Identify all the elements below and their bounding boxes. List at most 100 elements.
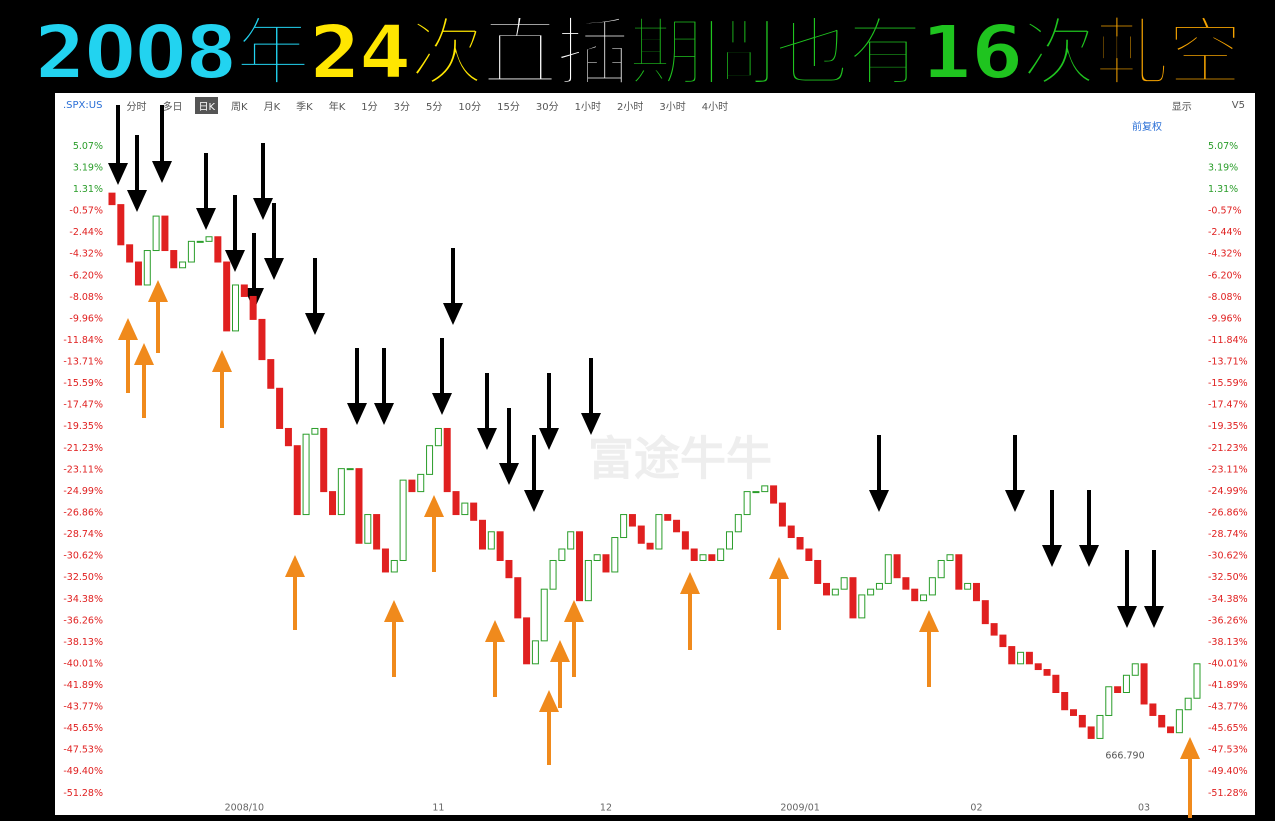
arrow-head	[680, 572, 700, 594]
candle	[1061, 692, 1069, 711]
y-tick-label: -24.99%	[63, 486, 103, 497]
period-tab[interactable]: 月K	[263, 101, 281, 113]
candle	[364, 514, 372, 544]
candle	[831, 588, 839, 596]
period-tab[interactable]: 15分	[497, 101, 520, 113]
arrow-head	[196, 208, 216, 230]
candle	[417, 473, 425, 493]
y-tick-label: -38.13%	[63, 637, 103, 648]
candle	[355, 468, 363, 544]
watermark: 富途牛牛	[588, 432, 772, 486]
y-tick-label-right: -40.01%	[1208, 658, 1248, 669]
y-tick-label-right: -49.40%	[1208, 766, 1248, 777]
period-tab[interactable]: 3小时	[659, 101, 686, 113]
candle	[381, 548, 389, 573]
y-tick-label: -49.40%	[63, 766, 103, 777]
candle	[964, 582, 972, 590]
candle	[1114, 686, 1122, 693]
period-tab[interactable]: 5分	[426, 101, 443, 113]
display-menu[interactable]: 显示	[1171, 101, 1192, 113]
candle	[875, 582, 883, 590]
chart-panel	[55, 93, 1255, 815]
candle	[673, 519, 681, 533]
candle	[928, 577, 936, 596]
candle	[1025, 651, 1033, 665]
arrow-head	[1117, 606, 1137, 628]
y-tick-label-right: -43.77%	[1208, 702, 1248, 713]
candle	[752, 491, 760, 494]
candle	[540, 588, 548, 642]
arrow-head	[539, 428, 559, 450]
candle	[267, 359, 275, 389]
y-tick-label-right: -30.62%	[1208, 551, 1248, 562]
period-tab[interactable]: 3分	[393, 101, 411, 113]
candle	[990, 623, 998, 636]
candle	[276, 387, 284, 429]
candle	[1193, 663, 1201, 699]
version[interactable]: V5	[1231, 99, 1245, 111]
arrow-head	[869, 490, 889, 512]
y-tick-label-right: -6.20%	[1208, 270, 1242, 281]
period-tab[interactable]: 日K	[195, 96, 219, 114]
x-tick-label: 02	[970, 803, 982, 814]
arrow-head	[127, 190, 147, 212]
period-tab[interactable]: 10分	[458, 101, 482, 113]
candle	[452, 491, 460, 516]
candle	[434, 427, 442, 447]
arrow-head	[347, 403, 367, 425]
y-tick-label-right: -21.23%	[1208, 443, 1248, 454]
candle	[1184, 697, 1192, 711]
period-tab[interactable]: 30分	[535, 101, 559, 113]
candle	[1175, 709, 1183, 734]
y-tick-label-right: -19.35%	[1208, 421, 1248, 432]
y-tick-label-right: -2.44%	[1208, 227, 1242, 238]
period-tab[interactable]: 年K	[328, 101, 346, 113]
x-tick-label: 03	[1138, 803, 1150, 814]
candle	[258, 318, 266, 361]
candle	[681, 531, 689, 550]
period-tab[interactable]: 2小时	[616, 101, 644, 113]
candle	[937, 559, 945, 579]
y-tick-label-right: -24.99%	[1208, 486, 1248, 497]
candle	[170, 250, 178, 269]
candle	[117, 204, 125, 246]
period-tab[interactable]: 周K	[231, 101, 248, 113]
arrow-head	[148, 280, 168, 302]
arrow-head	[499, 463, 519, 485]
arrow-head	[432, 393, 452, 415]
period-tab[interactable]: 1分	[361, 101, 378, 113]
period-tab[interactable]: 分时	[126, 101, 147, 113]
period-tab[interactable]: 多日	[162, 101, 183, 113]
y-tick-label: -30.62%	[63, 551, 103, 562]
y-tick-label-right: 3.19%	[1208, 162, 1238, 173]
arrow-head	[1180, 737, 1200, 759]
y-tick-label: -47.53%	[63, 745, 103, 756]
candle	[461, 502, 469, 516]
symbol[interactable]: .SPX:US	[63, 99, 103, 111]
y-tick-label: 1.31%	[73, 184, 103, 195]
candle	[1105, 686, 1113, 716]
toolbar: .SPX:US 分时 多日 日K 周K 月K 季K 年K 1分 3分 5分 10分 15分 30分 1小时 2…	[60, 96, 731, 114]
y-tick-label: -15.59%	[63, 378, 103, 389]
candle	[655, 514, 663, 550]
candle	[770, 485, 778, 504]
arrow-head	[1042, 545, 1062, 567]
candle	[911, 588, 919, 602]
arrow-head	[384, 600, 404, 622]
y-tick-label: -11.84%	[63, 335, 103, 346]
y-tick-label: -34.38%	[63, 594, 103, 605]
y-tick-label: -21.23%	[63, 443, 103, 454]
period-tab[interactable]: 4小时	[701, 101, 729, 113]
arrow-head	[550, 640, 570, 662]
candle	[717, 548, 725, 561]
candle	[805, 548, 813, 561]
period-tab[interactable]: 季K	[296, 101, 313, 113]
period-tab[interactable]: 1小时	[574, 101, 601, 113]
candle	[787, 525, 795, 539]
candle	[725, 531, 733, 550]
title-segment: 直插	[482, 9, 631, 97]
candle	[373, 514, 381, 550]
adjust-menu[interactable]: 前复权	[1132, 122, 1162, 133]
candle	[523, 617, 531, 665]
candle	[1078, 714, 1086, 728]
